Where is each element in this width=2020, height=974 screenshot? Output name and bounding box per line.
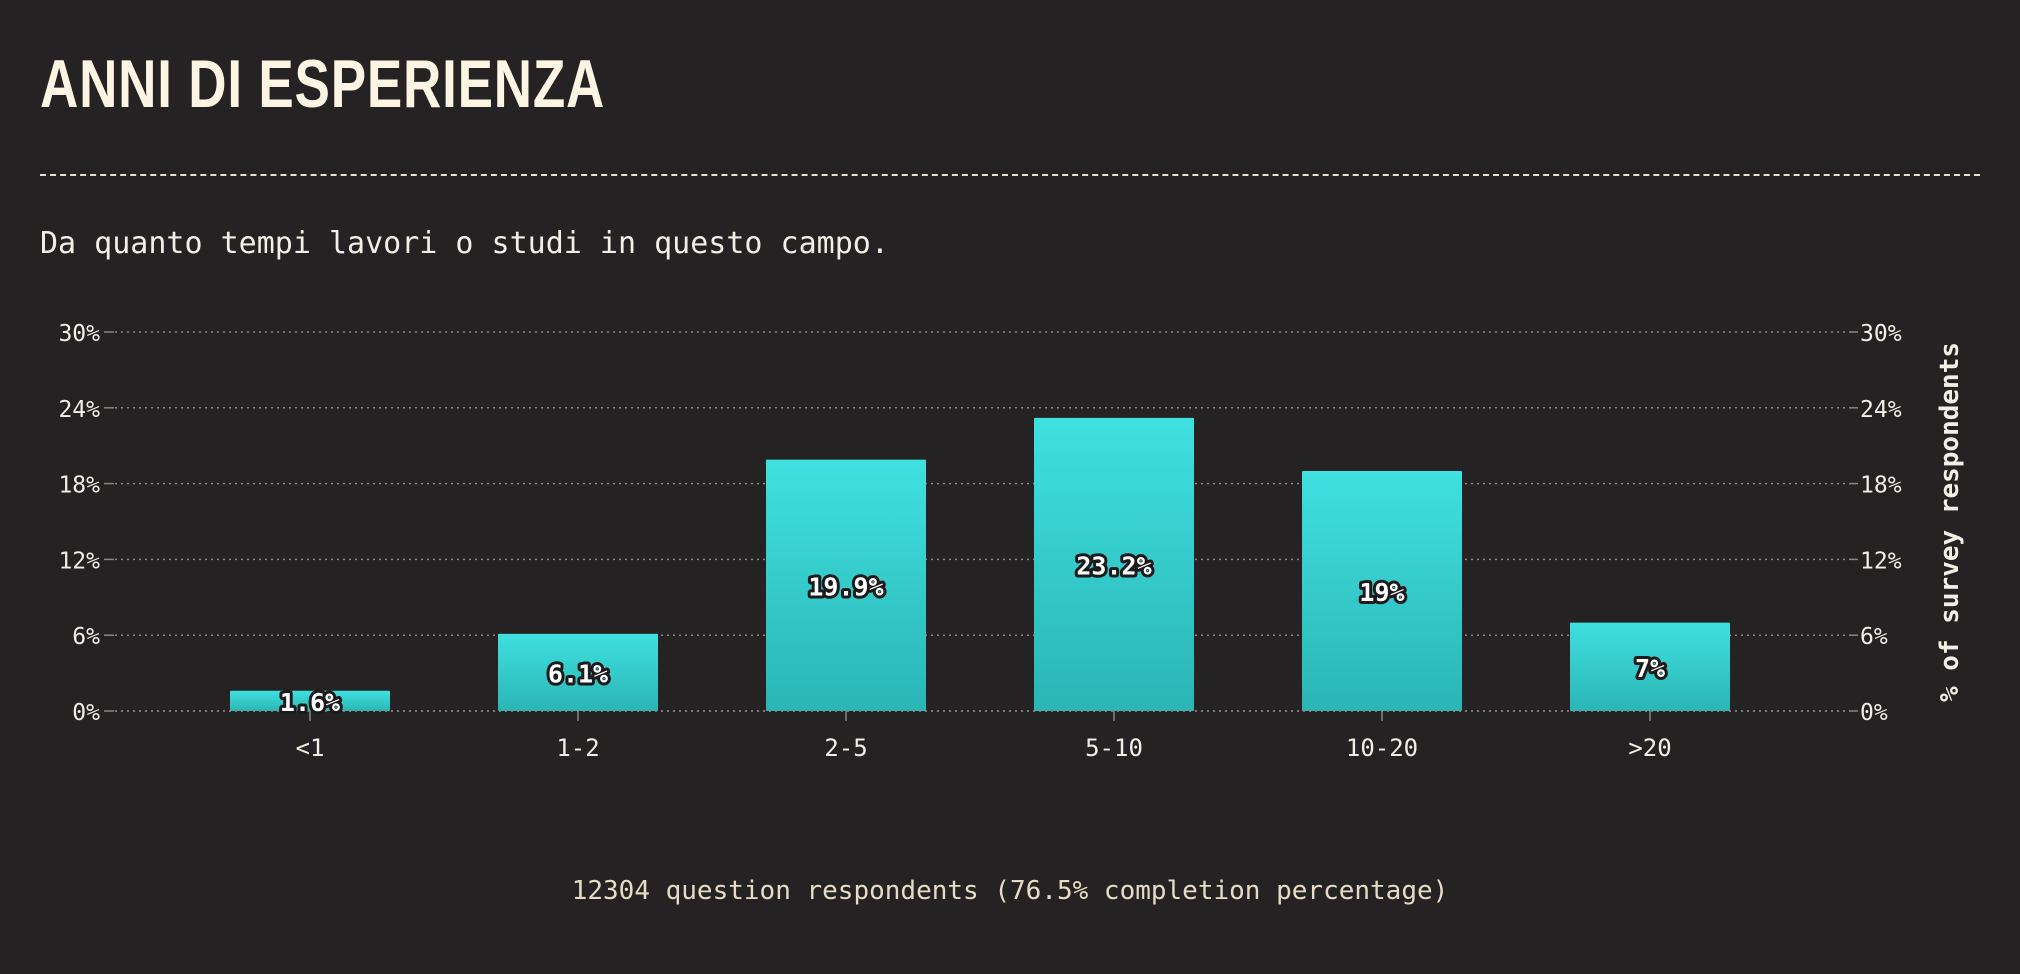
y-axis-title: % of survey respondents [1935,342,1965,702]
title-divider [40,174,1980,176]
bar-10-20[interactable] [1302,470,1462,711]
left-y-tick-label: 24% [58,397,100,423]
bar-2-5[interactable] [766,459,926,711]
left-y-tick-label: 12% [58,548,100,574]
right-y-tick-label: 18% [1860,473,1902,499]
bar-<1[interactable] [230,690,390,711]
bar-value-label: 7% [1635,654,1665,683]
bar-value-label: 23.2% [1076,551,1151,580]
left-y-axis: 0% 6% 12% 18% 24% 30% [58,321,114,726]
x-tick-label: 5-10 [1085,734,1143,762]
x-tick-label: 1-2 [556,734,599,762]
bar-value-label: 1.6% [280,688,340,717]
right-y-tick-label: 12% [1860,548,1902,574]
right-y-tick-label: 6% [1860,624,1888,650]
left-y-tick-label: 30% [58,321,100,347]
x-tick-label: 2-5 [824,734,867,762]
right-y-tick-label: 30% [1860,321,1902,347]
x-axis: <1 1-2 2-5 5-10 10-20 >20 [115,710,1850,762]
page-title: ANNI DI ESPERIENZA [40,46,606,122]
x-tick-label: >20 [1628,734,1671,762]
right-y-tick-label: 0% [1860,700,1888,726]
right-y-axis: 0% 6% 12% 18% 24% 30% [1850,321,1902,726]
bars [230,417,1730,711]
bar-value-label: 19% [1359,578,1404,607]
bar-value-label: 19.9% [808,572,883,601]
x-tick-label: <1 [296,734,325,762]
x-tick-label: 10-20 [1346,734,1418,762]
bar-1-2[interactable] [498,633,658,711]
left-y-tick-label: 0% [72,700,100,726]
right-y-tick-label: 24% [1860,397,1902,423]
bar-value-label: 6.1% [548,659,608,688]
respondents-footer: 12304 question respondents (76.5% comple… [571,876,1449,906]
bar->20[interactable] [1570,622,1730,711]
bar-5-10[interactable] [1034,417,1194,711]
left-y-tick-label: 6% [72,624,100,650]
left-y-tick-label: 18% [58,473,100,499]
chart-subtitle: Da quanto tempi lavori o studi in questo… [40,226,889,261]
data-labels: 1.6% 6.1% 19.9% 23.2% 19% 7% [277,548,1668,719]
